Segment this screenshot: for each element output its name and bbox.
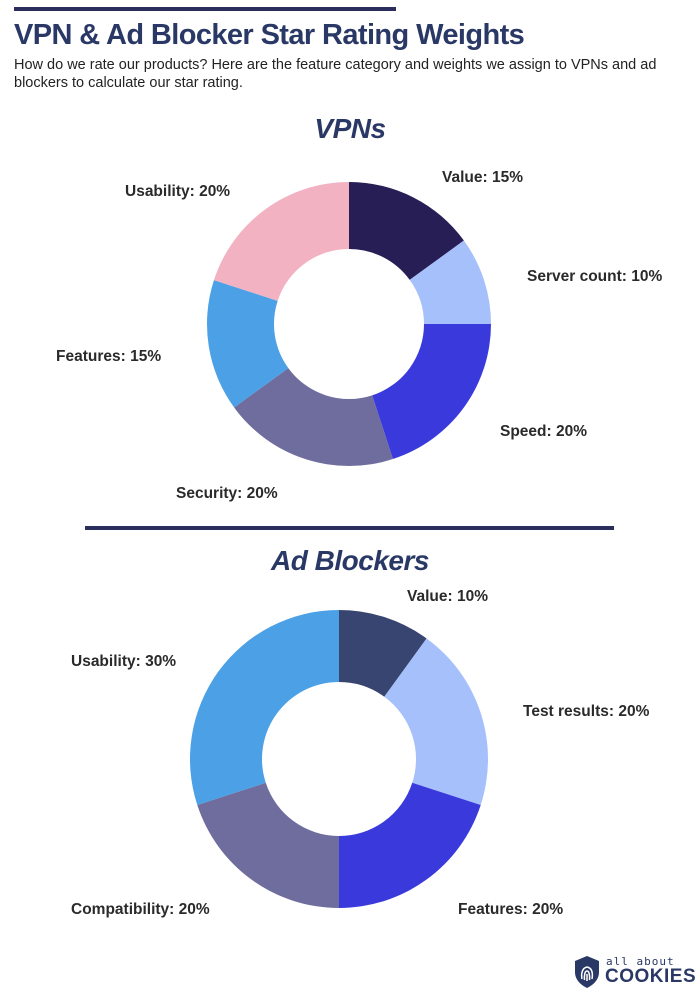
label-compatibility: Compatibility: 20%: [71, 901, 210, 918]
logo-big-text: COOKIES: [605, 966, 697, 987]
slice-speed: [372, 324, 491, 460]
all-about-cookies-logo[interactable]: all about COOKIES: [573, 955, 696, 991]
top-rule: [14, 7, 396, 11]
label-test-results: Test results: 20%: [523, 703, 650, 720]
slice-features: [339, 782, 481, 908]
label-features: Features: 15%: [56, 348, 161, 365]
slice-test-results: [384, 638, 489, 806]
label-speed: Speed: 20%: [500, 423, 587, 440]
slice-usability: [213, 182, 349, 301]
logo-small-text: all about: [606, 955, 675, 968]
slice-features: [207, 280, 289, 408]
page-subtitle: How do we rate our products? Here are th…: [14, 57, 657, 91]
slice-compatibility: [197, 782, 339, 908]
slice-server-count: [409, 240, 491, 324]
slice-value: [349, 182, 464, 280]
ad-blocker-chart-title: Ad Blockers: [271, 545, 429, 576]
page-title: VPN & Ad Blocker Star Rating Weights: [14, 19, 525, 51]
label-server-count: Server count: 10%: [527, 268, 662, 285]
slice-security: [234, 368, 393, 466]
shield-fingerprint-icon: [575, 956, 599, 988]
vpn-donut-chart: Value: 15% Server count: 10% Speed: 20% Sec…: [56, 169, 662, 502]
label-security: Security: 20%: [176, 485, 278, 502]
label-value: Value: 15%: [442, 169, 523, 186]
vpn-chart-title: VPNs: [314, 113, 386, 144]
slice-value: [339, 610, 427, 697]
label-value: Value: 10%: [407, 588, 488, 605]
label-usability: Usability: 20%: [125, 183, 230, 200]
slice-usability: [189, 610, 339, 806]
label-usability: Usability: 30%: [71, 653, 176, 670]
section-divider: [85, 526, 614, 530]
label-features: Features: 20%: [458, 901, 563, 918]
ad-blocker-donut-chart: Value: 10% Test results: 20% Features: 20%…: [71, 588, 650, 918]
